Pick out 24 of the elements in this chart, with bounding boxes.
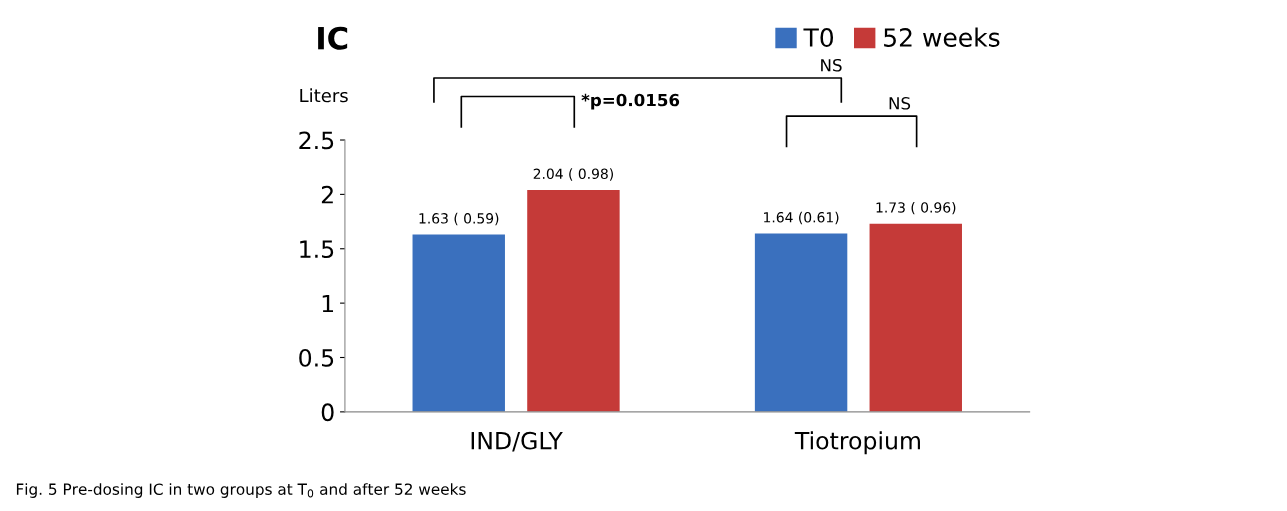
y-tick-label: 2.5 bbox=[299, 131, 334, 150]
text: NS bbox=[889, 96, 911, 110]
data-label: 1.64 (0.61) bbox=[764, 211, 839, 225]
data-label: 2.04 ( 0.98) bbox=[533, 168, 613, 181]
text: NS bbox=[821, 58, 842, 72]
y-tick-label: 1.5 bbox=[300, 240, 334, 259]
y-tick-label: 0 bbox=[321, 403, 334, 422]
bar bbox=[754, 233, 848, 412]
x-tick-label: IND/GLY bbox=[471, 431, 563, 452]
text: *p=0.0156 bbox=[581, 93, 680, 110]
caption: Fig. 5 Pre-dosing IC in two groups at T$_{0}$ and after 52 weeks bbox=[16, 483, 466, 498]
bar bbox=[527, 190, 620, 412]
x-tick-label: Tiotropium bbox=[794, 431, 920, 455]
data-label: 1.63 ( 0.59) bbox=[419, 212, 499, 226]
legend-label: T0 bbox=[803, 28, 834, 47]
bar bbox=[869, 223, 962, 412]
y-tick-label: 0.5 bbox=[299, 348, 334, 367]
chart-title: IC bbox=[318, 26, 348, 50]
y-axis-title: Liters bbox=[300, 88, 348, 103]
bar bbox=[412, 234, 505, 412]
legend-label: 52 weeks bbox=[884, 27, 1000, 47]
y-tick-label: 2 bbox=[321, 185, 333, 204]
data-label: 1.73 ( 0.96) bbox=[876, 201, 956, 215]
y-tick-label: 1 bbox=[322, 294, 334, 313]
